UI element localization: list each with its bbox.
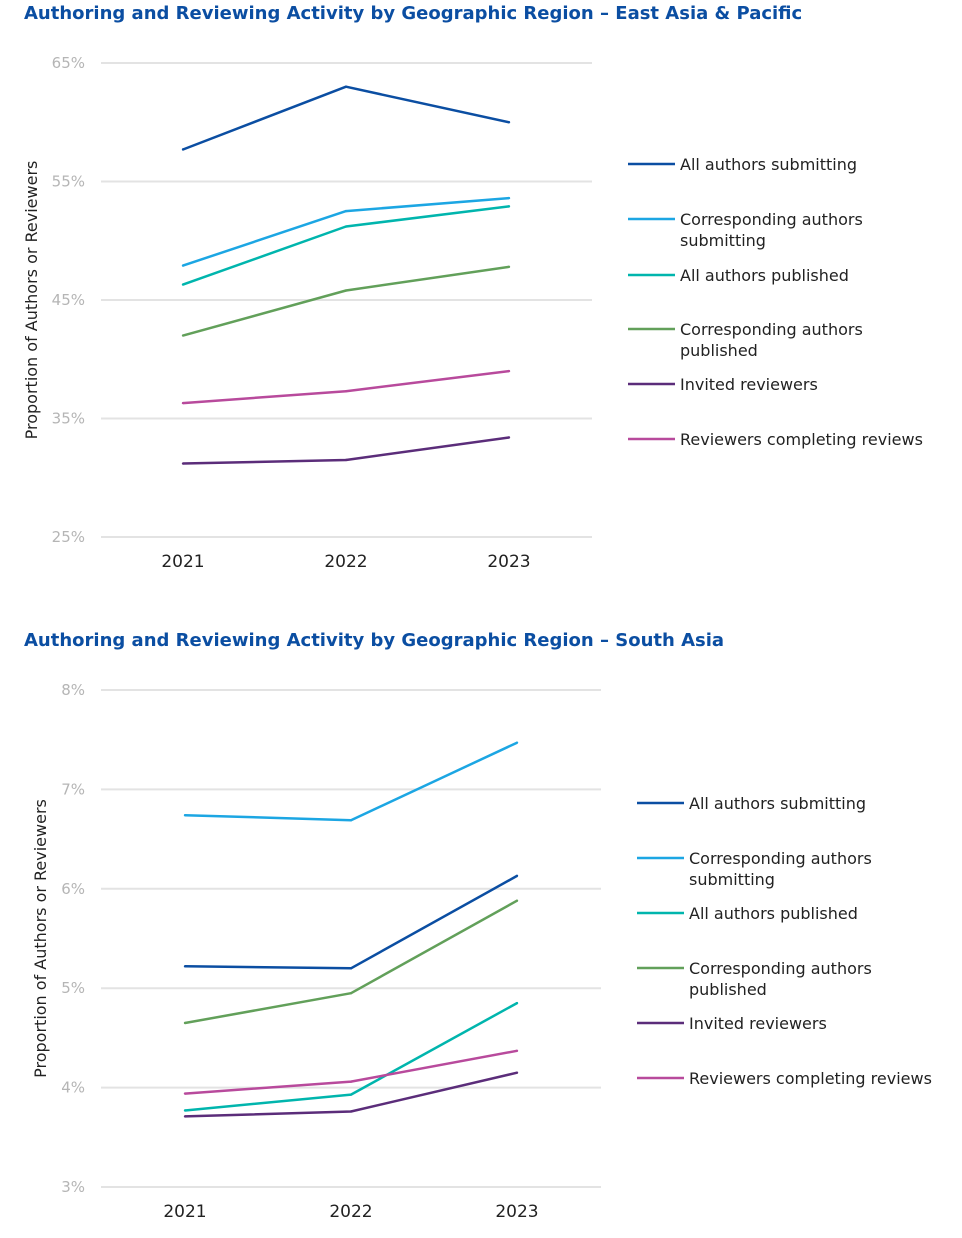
legend-label: Corresponding authors bbox=[689, 959, 872, 978]
x-tick-label: 2022 bbox=[324, 552, 367, 572]
legend-label: Corresponding authors bbox=[689, 849, 872, 868]
data-point bbox=[344, 225, 348, 228]
y-tick-label: 55% bbox=[52, 173, 85, 191]
data-point bbox=[507, 121, 511, 124]
data-point bbox=[515, 741, 519, 744]
legend-label: All authors submitting bbox=[680, 155, 857, 174]
x-tick-label: 2022 bbox=[329, 1202, 372, 1222]
legend-label: published bbox=[689, 980, 767, 999]
legend-label: submitting bbox=[689, 870, 775, 889]
chart-title: Authoring and Reviewing Activity by Geog… bbox=[24, 630, 724, 651]
y-tick-label: 25% bbox=[52, 528, 85, 546]
x-tick-label: 2023 bbox=[487, 552, 530, 572]
y-tick-label: 65% bbox=[52, 54, 85, 72]
legend-label: Reviewers completing reviews bbox=[689, 1069, 932, 1088]
data-point bbox=[181, 148, 185, 151]
data-point bbox=[181, 401, 185, 405]
chart-2: Authoring and Reviewing Activity by Geog… bbox=[24, 630, 932, 1222]
data-point bbox=[349, 1110, 353, 1113]
chart-title: Authoring and Reviewing Activity by Geog… bbox=[24, 3, 802, 24]
data-point bbox=[344, 85, 348, 88]
legend-label: All authors submitting bbox=[689, 794, 866, 813]
y-tick-label: 4% bbox=[61, 1079, 85, 1097]
data-point bbox=[349, 819, 353, 822]
data-point bbox=[344, 289, 348, 292]
data-point bbox=[349, 1093, 353, 1096]
series-line-3 bbox=[184, 899, 518, 1025]
y-tick-label: 45% bbox=[52, 291, 85, 309]
data-point bbox=[183, 1021, 187, 1025]
data-point bbox=[344, 458, 348, 462]
legend-label: Corresponding authors bbox=[680, 320, 863, 339]
data-point bbox=[515, 1001, 519, 1005]
data-point bbox=[515, 899, 519, 902]
legend-label: submitting bbox=[680, 231, 766, 250]
data-point bbox=[349, 991, 353, 995]
legend-label: Invited reviewers bbox=[680, 375, 818, 394]
data-point bbox=[183, 1115, 187, 1118]
y-tick-label: 8% bbox=[61, 681, 85, 699]
x-tick-label: 2021 bbox=[161, 552, 204, 572]
data-point bbox=[507, 196, 511, 200]
data-point bbox=[344, 209, 348, 213]
data-point bbox=[507, 369, 511, 373]
series-line-1 bbox=[184, 741, 518, 822]
y-tick-label: 7% bbox=[61, 780, 85, 798]
legend-label: Corresponding authors bbox=[680, 210, 863, 229]
series-line-0 bbox=[182, 85, 510, 151]
data-point bbox=[183, 814, 187, 817]
data-point bbox=[507, 436, 511, 439]
y-tick-label: 35% bbox=[52, 410, 85, 428]
series-line-5 bbox=[182, 369, 510, 405]
y-tick-label: 5% bbox=[61, 979, 85, 997]
data-point bbox=[515, 1071, 519, 1074]
data-point bbox=[183, 1092, 187, 1095]
y-axis-title: Proportion of Authors or Reviewers bbox=[22, 161, 41, 440]
data-point bbox=[181, 334, 185, 337]
series-line-3 bbox=[182, 265, 510, 337]
series-line-1 bbox=[182, 196, 510, 267]
data-point bbox=[181, 283, 185, 286]
data-point bbox=[515, 874, 519, 878]
chart-1: Authoring and Reviewing Activity by Geog… bbox=[22, 3, 923, 572]
legend-label: Invited reviewers bbox=[689, 1014, 827, 1033]
x-tick-label: 2023 bbox=[495, 1202, 538, 1222]
legend-label: All authors published bbox=[680, 266, 849, 285]
data-point bbox=[349, 1080, 353, 1083]
x-tick-label: 2021 bbox=[163, 1202, 206, 1222]
data-point bbox=[349, 967, 353, 970]
data-point bbox=[344, 390, 348, 393]
data-point bbox=[507, 205, 511, 208]
y-axis-title: Proportion of Authors or Reviewers bbox=[31, 799, 50, 1078]
data-point bbox=[507, 265, 511, 269]
data-point bbox=[181, 462, 185, 465]
legend-label: Reviewers completing reviews bbox=[680, 430, 923, 449]
data-point bbox=[181, 264, 185, 267]
y-tick-label: 6% bbox=[61, 880, 85, 898]
data-point bbox=[183, 965, 187, 968]
y-tick-label: 3% bbox=[61, 1178, 85, 1196]
legend-label: All authors published bbox=[689, 904, 858, 923]
data-point bbox=[515, 1049, 519, 1053]
legend-label: published bbox=[680, 341, 758, 360]
data-point bbox=[183, 1109, 187, 1112]
